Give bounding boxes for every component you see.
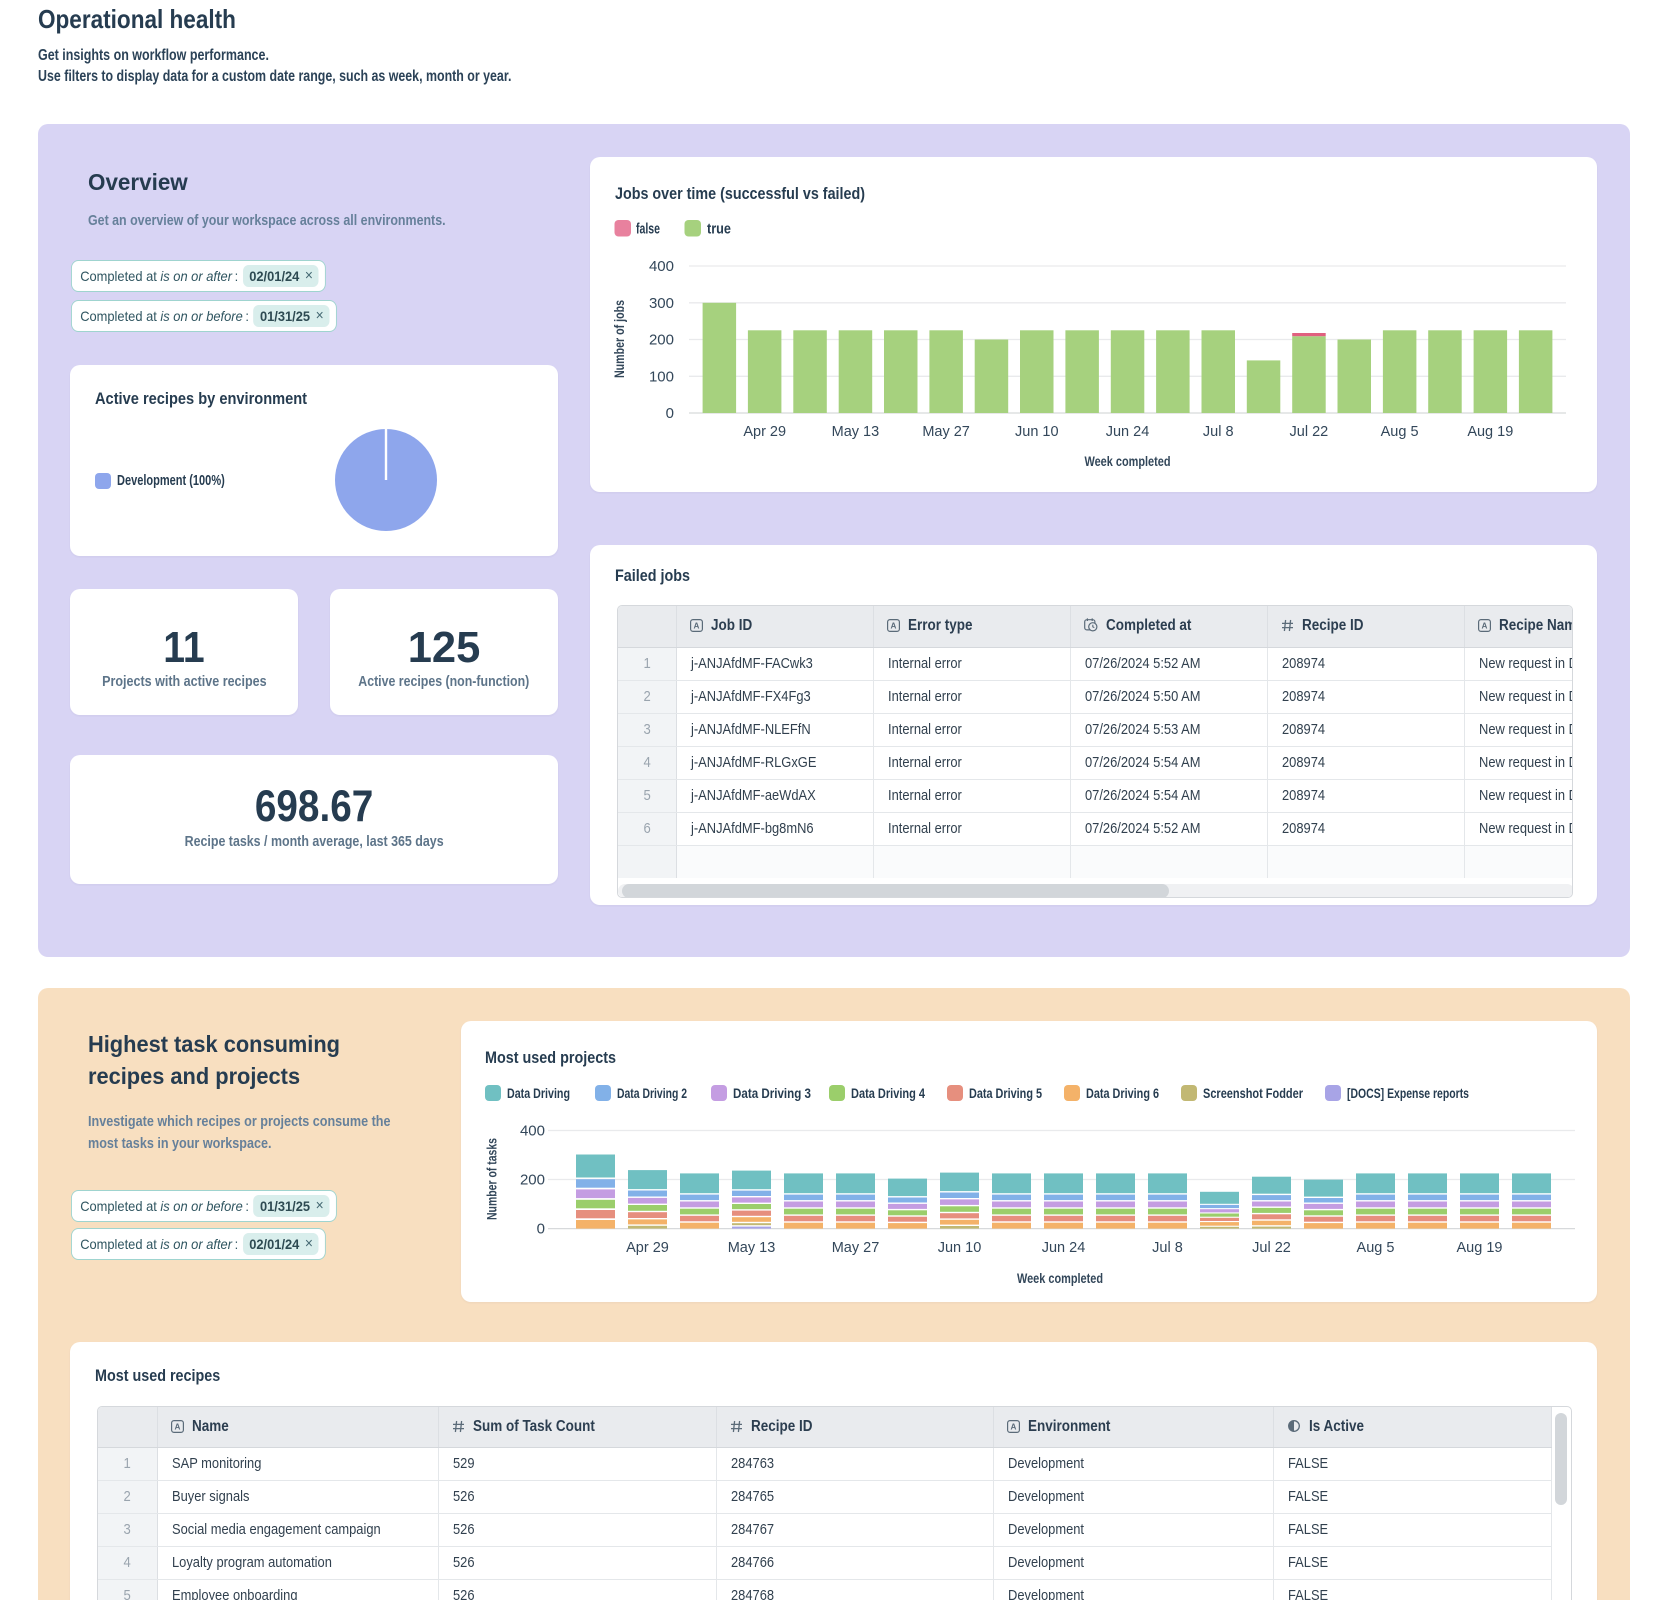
svg-text:Jun 24: Jun 24 <box>1042 1240 1086 1256</box>
svg-text:Jul 8: Jul 8 <box>1203 424 1234 440</box>
svg-text:Aug 19: Aug 19 <box>1457 1240 1503 1256</box>
svg-text:Jun 10: Jun 10 <box>938 1240 982 1256</box>
svg-text:Most used projects: Most used projects <box>485 1049 616 1067</box>
svg-text:Week completed: Week completed <box>1017 1271 1103 1286</box>
svg-text:A: A <box>174 1422 180 1431</box>
svg-text:A: A <box>693 622 699 631</box>
svg-text:May 13: May 13 <box>728 1240 776 1256</box>
svg-text:Jun 24: Jun 24 <box>1106 424 1150 440</box>
svg-text:Aug 19: Aug 19 <box>1467 424 1513 440</box>
svg-text:Data Driving 6: Data Driving 6 <box>1086 1085 1159 1101</box>
svg-text:Data Driving: Data Driving <box>507 1085 570 1101</box>
svg-text:Data Driving 4: Data Driving 4 <box>851 1085 925 1101</box>
svg-text:Apr 29: Apr 29 <box>626 1240 669 1256</box>
svg-text:200: 200 <box>649 332 674 349</box>
svg-text:A: A <box>1481 622 1487 631</box>
svg-text:Apr 29: Apr 29 <box>743 424 786 440</box>
svg-text:Aug 5: Aug 5 <box>1381 424 1419 440</box>
svg-text:May 27: May 27 <box>832 1240 880 1256</box>
svg-text:Aug 5: Aug 5 <box>1357 1240 1395 1256</box>
svg-text:Jun 10: Jun 10 <box>1015 424 1059 440</box>
svg-text:400: 400 <box>649 258 674 275</box>
svg-text:[DOCS] Expense reports: [DOCS] Expense reports <box>1347 1085 1469 1101</box>
svg-text:Screenshot Fodder: Screenshot Fodder <box>1203 1085 1303 1101</box>
svg-text:May 27: May 27 <box>922 424 970 440</box>
svg-text:300: 300 <box>649 295 674 312</box>
svg-text:Number of tasks: Number of tasks <box>485 1138 500 1220</box>
svg-text:Week completed: Week completed <box>1085 454 1171 469</box>
svg-text:true: true <box>707 222 731 238</box>
svg-text:0: 0 <box>666 405 674 422</box>
svg-text:Jul 8: Jul 8 <box>1152 1240 1183 1256</box>
svg-text:100: 100 <box>649 368 674 385</box>
svg-text:Jul 22: Jul 22 <box>1252 1240 1291 1256</box>
svg-text:Data Driving 2: Data Driving 2 <box>617 1085 687 1101</box>
svg-text:Number of jobs: Number of jobs <box>612 300 627 378</box>
svg-text:false: false <box>636 222 660 238</box>
svg-text:Data Driving 5: Data Driving 5 <box>969 1085 1042 1101</box>
svg-text:May 13: May 13 <box>832 424 880 440</box>
svg-text:Jul 22: Jul 22 <box>1290 424 1329 440</box>
svg-text:0: 0 <box>537 1221 545 1238</box>
svg-text:200: 200 <box>520 1172 545 1189</box>
svg-text:A: A <box>890 622 896 631</box>
svg-text:400: 400 <box>520 1123 545 1140</box>
svg-text:Jobs over time (successful vs: Jobs over time (successful vs failed) <box>615 185 865 203</box>
svg-text:Data Driving 3: Data Driving 3 <box>733 1085 811 1101</box>
svg-text:A: A <box>1010 1422 1016 1431</box>
